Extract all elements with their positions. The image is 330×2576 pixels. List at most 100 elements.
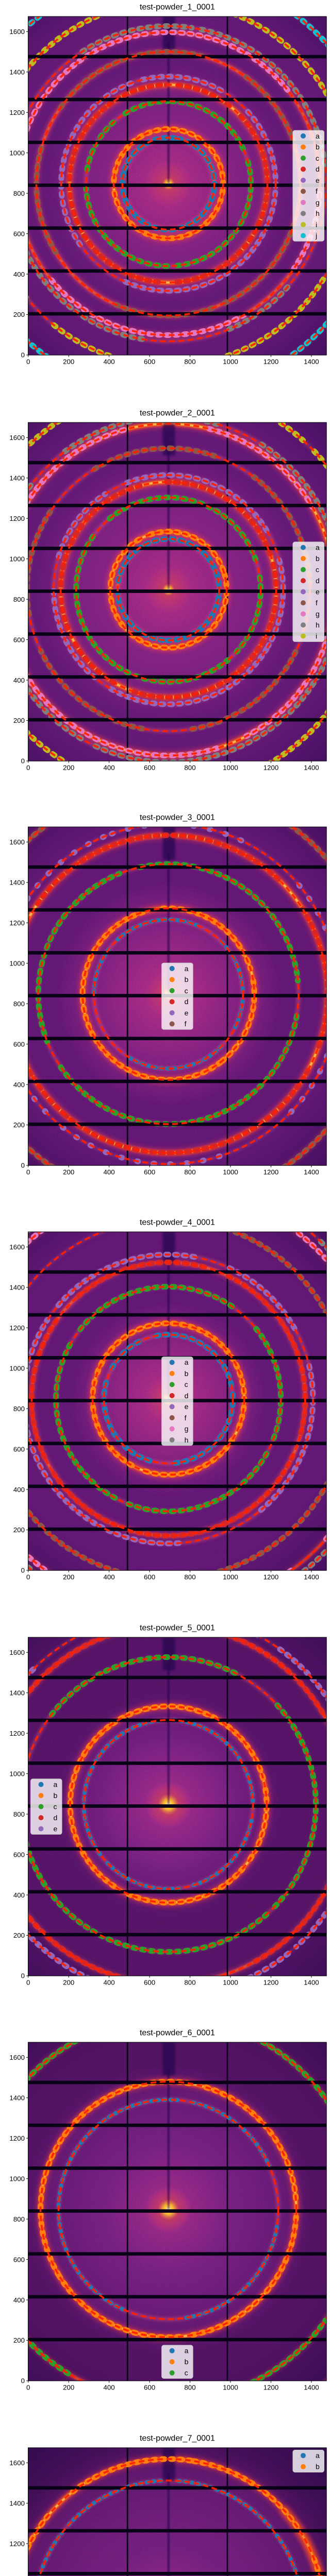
svg-text:1200: 1200 — [9, 514, 25, 522]
svg-text:e: e — [316, 587, 320, 596]
svg-text:c: c — [185, 986, 188, 994]
svg-text:1400: 1400 — [304, 1168, 319, 1176]
svg-text:1200: 1200 — [263, 1168, 279, 1176]
svg-text:600: 600 — [144, 358, 155, 366]
svg-text:800: 800 — [184, 358, 195, 366]
svg-text:200: 200 — [63, 358, 74, 366]
svg-text:400: 400 — [13, 2296, 25, 2304]
svg-text:i: i — [316, 221, 317, 229]
svg-text:h: h — [185, 1435, 189, 1444]
svg-text:test-powder_6_0001: test-powder_6_0001 — [140, 2029, 215, 2038]
svg-text:c: c — [316, 565, 319, 573]
svg-text:0: 0 — [26, 764, 30, 771]
svg-text:0: 0 — [26, 1573, 30, 1581]
svg-text:a: a — [185, 964, 189, 972]
svg-text:e: e — [185, 1008, 189, 1016]
svg-text:1200: 1200 — [9, 2539, 25, 2547]
svg-text:1000: 1000 — [9, 1364, 25, 1372]
svg-text:400: 400 — [13, 676, 25, 684]
svg-text:200: 200 — [63, 1168, 74, 1176]
svg-text:test-powder_4_0001: test-powder_4_0001 — [140, 1218, 215, 1227]
svg-text:j: j — [315, 231, 317, 240]
svg-text:1000: 1000 — [9, 959, 25, 967]
svg-text:800: 800 — [184, 764, 195, 771]
svg-text:f: f — [185, 1020, 187, 1028]
svg-text:test-powder_1_0001: test-powder_1_0001 — [140, 3, 215, 12]
svg-text:400: 400 — [13, 1080, 25, 1088]
svg-text:c: c — [54, 1803, 57, 1811]
svg-text:i: i — [316, 632, 317, 640]
svg-text:b: b — [316, 554, 320, 563]
svg-text:1600: 1600 — [9, 1243, 25, 1251]
svg-text:1600: 1600 — [9, 2459, 25, 2467]
svg-text:g: g — [316, 609, 320, 618]
svg-text:800: 800 — [13, 190, 25, 197]
svg-text:0: 0 — [21, 1161, 25, 1169]
svg-text:400: 400 — [104, 2384, 115, 2392]
svg-text:600: 600 — [144, 1168, 155, 1176]
svg-text:400: 400 — [104, 1168, 115, 1176]
svg-text:f: f — [185, 1413, 187, 1421]
svg-text:e: e — [185, 1402, 189, 1411]
svg-text:1200: 1200 — [263, 358, 279, 366]
svg-text:800: 800 — [184, 1979, 195, 1987]
svg-text:600: 600 — [13, 2256, 25, 2263]
svg-text:test-powder_3_0001: test-powder_3_0001 — [140, 813, 215, 822]
svg-text:400: 400 — [104, 1979, 115, 1987]
svg-text:e: e — [316, 176, 320, 184]
svg-text:d: d — [185, 1391, 189, 1399]
svg-text:200: 200 — [13, 1931, 25, 1939]
svg-text:1400: 1400 — [9, 474, 25, 482]
svg-text:200: 200 — [63, 1979, 74, 1987]
svg-text:0: 0 — [21, 1566, 25, 1574]
svg-text:1600: 1600 — [9, 2054, 25, 2061]
svg-text:200: 200 — [13, 717, 25, 724]
svg-text:1200: 1200 — [263, 1573, 279, 1581]
svg-text:800: 800 — [13, 595, 25, 603]
svg-text:1200: 1200 — [263, 1979, 279, 1987]
svg-text:1400: 1400 — [9, 69, 25, 76]
svg-text:a: a — [185, 2347, 189, 2355]
svg-text:test-powder_5_0001: test-powder_5_0001 — [140, 1624, 215, 1633]
svg-text:600: 600 — [13, 1040, 25, 1048]
svg-text:c: c — [185, 1380, 188, 1388]
svg-text:200: 200 — [63, 764, 74, 771]
svg-text:800: 800 — [13, 2215, 25, 2223]
svg-text:400: 400 — [13, 270, 25, 278]
svg-text:1400: 1400 — [304, 764, 319, 771]
svg-text:1600: 1600 — [9, 838, 25, 846]
svg-text:200: 200 — [63, 2384, 74, 2392]
svg-text:1600: 1600 — [9, 434, 25, 442]
svg-text:400: 400 — [104, 1573, 115, 1581]
svg-text:400: 400 — [13, 1891, 25, 1899]
svg-text:1200: 1200 — [9, 109, 25, 116]
svg-text:1400: 1400 — [9, 878, 25, 886]
svg-text:c: c — [185, 2369, 188, 2377]
svg-text:1600: 1600 — [9, 28, 25, 36]
svg-text:800: 800 — [13, 1000, 25, 1008]
svg-text:1200: 1200 — [263, 764, 279, 771]
svg-text:d: d — [185, 997, 189, 1006]
svg-text:1400: 1400 — [9, 1283, 25, 1291]
svg-text:g: g — [316, 198, 320, 207]
svg-text:1200: 1200 — [9, 2134, 25, 2142]
svg-text:600: 600 — [144, 2384, 155, 2392]
svg-text:1000: 1000 — [223, 2384, 238, 2392]
svg-text:0: 0 — [21, 757, 25, 765]
svg-text:0: 0 — [26, 358, 30, 366]
svg-text:1000: 1000 — [9, 555, 25, 563]
svg-text:400: 400 — [104, 764, 115, 771]
svg-text:600: 600 — [144, 764, 155, 771]
svg-text:800: 800 — [184, 1573, 195, 1581]
svg-text:1200: 1200 — [9, 919, 25, 927]
svg-text:h: h — [316, 621, 320, 629]
svg-text:a: a — [185, 1358, 189, 1366]
svg-text:200: 200 — [13, 1121, 25, 1129]
svg-text:b: b — [54, 1791, 58, 1800]
svg-text:test-powder_7_0001: test-powder_7_0001 — [140, 2434, 215, 2443]
svg-text:b: b — [316, 143, 320, 151]
svg-text:1000: 1000 — [9, 2175, 25, 2182]
svg-text:0: 0 — [26, 1168, 30, 1176]
svg-text:a: a — [316, 2451, 320, 2460]
svg-text:a: a — [316, 543, 320, 551]
